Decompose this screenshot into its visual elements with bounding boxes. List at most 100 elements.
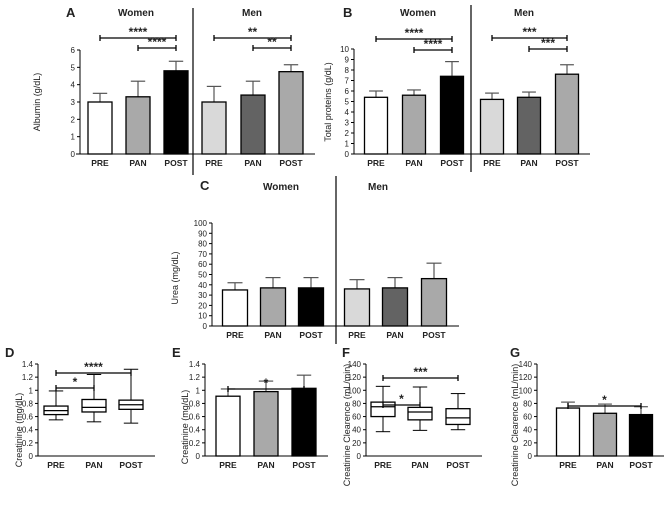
group-title-men: Men	[242, 8, 262, 19]
y-tick-label: 1.4	[189, 360, 201, 369]
panel-d-creatinine-box: D Creatinine (mg/dL) 0 0.2 0.4 0.6 0.8 1 1.2 1.…	[5, 345, 155, 470]
bar-post	[278, 71, 304, 155]
y-tick-label: 1.2	[22, 373, 34, 382]
y-tick-label: 0	[71, 150, 76, 159]
y-tick-label: 20	[352, 439, 361, 448]
y-tick-label: 1	[29, 386, 34, 395]
panel-letter: D	[5, 345, 14, 360]
y-axis-label: Creatinine Clearence (mL/min)	[342, 364, 352, 487]
significance-stars: ****	[424, 37, 443, 51]
y-axis-label: Urea (mg/dL)	[170, 251, 180, 304]
bar-post	[297, 287, 325, 327]
bar-pre	[479, 98, 505, 155]
y-tick-label: 1.2	[189, 373, 201, 382]
y-tick-label: 0.2	[22, 439, 34, 448]
y-tick-label: 120	[519, 373, 533, 382]
x-category-label: PAN	[129, 158, 146, 168]
y-tick-label: 1	[345, 140, 350, 149]
y-tick-label: 40	[352, 426, 361, 435]
y-tick-label: 3	[71, 98, 76, 107]
y-tick-label: 40	[198, 281, 207, 290]
y-axis-label: Creatinine (mg/dL)	[180, 390, 190, 465]
x-category-label: PRE	[205, 158, 223, 168]
significance-stars: ***	[522, 25, 536, 39]
box-pan	[407, 406, 433, 421]
y-tick-label: 80	[352, 399, 361, 408]
x-category-label: POST	[279, 158, 303, 168]
bar-pre	[201, 101, 227, 155]
y-tick-label: 1.4	[22, 360, 34, 369]
bar-pan	[592, 412, 618, 457]
panel-g-clearance-bar: G Creatinine Clearence (mL/min) 0 20 40 60 8…	[510, 345, 664, 486]
y-tick-label: 0	[203, 322, 208, 331]
y-tick-label: 60	[198, 260, 207, 269]
bar-pre	[221, 289, 249, 327]
y-tick-label: 0	[345, 150, 350, 159]
x-category-label: PAN	[520, 158, 537, 168]
y-tick-label: 0	[357, 452, 362, 461]
x-category-label: POST	[422, 330, 446, 340]
group-title-men: Men	[514, 8, 534, 19]
y-axis-label: Creatinine (mg/dL)	[14, 393, 24, 468]
bar-post	[554, 73, 580, 155]
x-category-label: POST	[164, 158, 188, 168]
y-tick-label: 10	[340, 45, 349, 54]
bar-post	[628, 413, 654, 457]
significance-stars: ****	[129, 25, 148, 39]
group-title-women: Women	[400, 8, 436, 19]
y-tick-label: 5	[71, 63, 76, 72]
significance-stars: *	[399, 392, 404, 406]
y-tick-label: 4	[71, 81, 76, 90]
panel-letter: B	[343, 5, 352, 20]
y-tick-label: 1	[196, 386, 201, 395]
y-tick-label: 120	[348, 373, 362, 382]
x-category-label: PAN	[411, 460, 428, 470]
y-tick-label: 100	[348, 386, 362, 395]
y-tick-label: 3	[345, 119, 350, 128]
bar-pre	[363, 96, 389, 155]
bar-pan	[401, 94, 427, 155]
y-tick-label: 60	[352, 413, 361, 422]
x-category-label: PRE	[47, 460, 65, 470]
significance-stars: **	[267, 35, 277, 49]
panel-b-total-proteins: B Women Men Total proteins (g/dL) 01 23 45…	[323, 5, 590, 172]
y-tick-label: 90	[198, 229, 207, 238]
y-tick-label: 70	[198, 250, 207, 259]
bar-post	[439, 75, 465, 155]
y-tick-label: 7	[345, 77, 350, 86]
x-category-label: PRE	[226, 330, 244, 340]
x-category-label: PRE	[367, 158, 385, 168]
x-category-label: PAN	[257, 460, 274, 470]
y-tick-label: 60	[523, 413, 532, 422]
bar-pre	[555, 407, 581, 457]
y-tick-label: 0.6	[189, 413, 201, 422]
y-tick-label: 80	[198, 240, 207, 249]
group-title-women: Women	[118, 8, 154, 19]
y-tick-label: 5	[345, 98, 350, 107]
x-category-label: PAN	[244, 158, 261, 168]
bar-post	[291, 387, 317, 457]
y-tick-label: 30	[198, 291, 207, 300]
bar-pan	[125, 96, 151, 155]
significance-stars: *	[73, 375, 78, 389]
y-tick-label: 10	[198, 312, 207, 321]
group-title-women: Women	[263, 182, 299, 193]
bar-pan	[253, 390, 279, 457]
y-tick-label: 20	[198, 301, 207, 310]
x-category-label: PRE	[483, 158, 501, 168]
y-tick-label: 2	[345, 129, 350, 138]
significance-stars: *	[264, 376, 269, 390]
x-category-label: PRE	[91, 158, 109, 168]
y-tick-label: 0.4	[22, 426, 34, 435]
x-category-label: POST	[629, 460, 653, 470]
y-tick-label: 0	[196, 452, 201, 461]
y-tick-label: 6	[71, 46, 76, 55]
y-axis-label: Albumin (g/dL)	[32, 73, 42, 132]
panel-letter: F	[342, 345, 350, 360]
significance-stars: ****	[148, 35, 167, 49]
x-category-label: POST	[555, 158, 579, 168]
bar-pan	[381, 287, 409, 327]
bar-post	[420, 277, 448, 327]
bar-pan	[516, 96, 542, 155]
